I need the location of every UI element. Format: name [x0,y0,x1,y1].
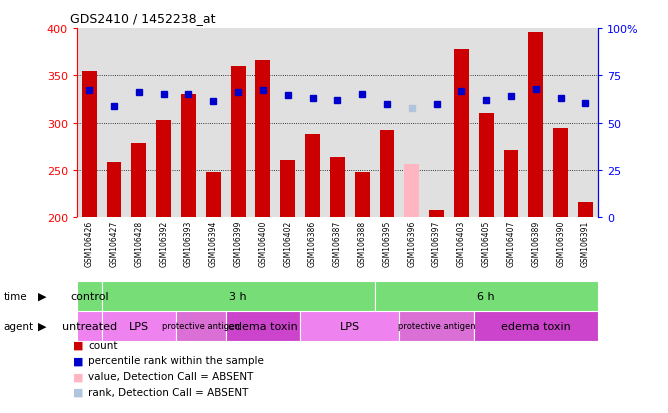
Bar [504,150,518,217]
Text: GSM106405: GSM106405 [482,221,491,267]
Bar [528,33,543,217]
Bar [355,172,369,217]
Bar [305,135,320,217]
Text: time: time [3,291,27,301]
Bar [102,311,176,341]
Text: ■: ■ [73,340,84,350]
Bar [107,163,122,217]
Text: GSM106395: GSM106395 [383,221,391,267]
Text: percentile rank within the sample: percentile rank within the sample [88,356,264,366]
Bar [454,50,469,217]
Text: GSM106387: GSM106387 [333,221,342,266]
Text: GSM106388: GSM106388 [357,221,367,266]
Text: GSM106407: GSM106407 [506,221,516,267]
Text: GSM106389: GSM106389 [531,221,540,266]
Text: ▶: ▶ [38,291,47,301]
Text: protective antigen: protective antigen [397,321,476,330]
Text: GSM106427: GSM106427 [110,221,118,266]
Bar [255,61,271,217]
Text: GSM106392: GSM106392 [159,221,168,266]
Text: 3 h: 3 h [229,291,247,301]
Bar [181,95,196,217]
Text: control: control [70,291,108,301]
Bar [206,172,220,217]
Bar [102,281,375,311]
Text: GSM106396: GSM106396 [407,221,416,267]
Bar [81,71,97,217]
Text: GSM106391: GSM106391 [581,221,590,266]
Bar [379,131,394,217]
Bar [404,165,420,217]
Text: ■: ■ [73,356,84,366]
Text: GSM106386: GSM106386 [308,221,317,266]
Bar [399,311,474,341]
Bar [281,161,295,217]
Text: edema toxin: edema toxin [501,321,570,331]
Text: 6 h: 6 h [478,291,495,301]
Bar [176,311,226,341]
Text: agent: agent [3,321,33,331]
Bar [479,114,494,217]
Bar [77,311,102,341]
Text: edema toxin: edema toxin [228,321,298,331]
Text: GSM106393: GSM106393 [184,221,193,267]
Bar [77,281,102,311]
Text: ■: ■ [73,371,84,381]
Text: GSM106397: GSM106397 [432,221,441,267]
Bar [300,311,399,341]
Bar [375,281,598,311]
Bar [553,129,568,217]
Bar [474,311,598,341]
Bar [226,311,300,341]
Text: GSM106394: GSM106394 [209,221,218,267]
Text: untreated: untreated [61,321,117,331]
Bar [429,211,444,217]
Text: value, Detection Call = ABSENT: value, Detection Call = ABSENT [88,371,254,381]
Text: GSM106426: GSM106426 [85,221,94,266]
Text: GSM106403: GSM106403 [457,221,466,267]
Text: count: count [88,340,118,350]
Text: GDS2410 / 1452238_at: GDS2410 / 1452238_at [70,12,216,25]
Bar [156,121,171,217]
Text: GSM106390: GSM106390 [556,221,565,267]
Text: LPS: LPS [129,321,149,331]
Text: GSM106400: GSM106400 [259,221,267,267]
Text: ▶: ▶ [38,321,47,331]
Text: protective antigen: protective antigen [162,321,240,330]
Text: GSM106402: GSM106402 [283,221,292,266]
Bar [230,67,246,217]
Bar [578,202,593,217]
Bar [330,158,345,217]
Text: LPS: LPS [340,321,360,331]
Bar [132,144,146,217]
Text: GSM106399: GSM106399 [234,221,242,267]
Text: rank, Detection Call = ABSENT: rank, Detection Call = ABSENT [88,387,248,397]
Text: GSM106428: GSM106428 [134,221,144,266]
Text: ■: ■ [73,387,84,397]
